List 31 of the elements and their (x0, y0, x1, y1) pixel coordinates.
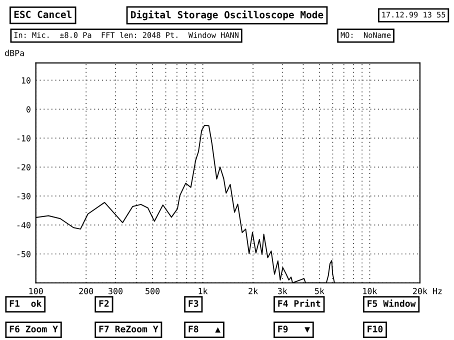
x-tick-label: 10k (363, 288, 378, 294)
x-axis-title: Hz (433, 288, 442, 294)
x-tick-label: 5k (315, 288, 324, 294)
y-tick-label: -50 (17, 250, 30, 258)
y-tick-label: -20 (17, 164, 30, 170)
x-tick-label: 500 (146, 288, 160, 294)
y-tick-label: 10 (22, 77, 30, 84)
text: F1 ok (10, 300, 42, 307)
text: F8 ▲ (188, 326, 221, 333)
y-tick-label: -40 (17, 222, 30, 228)
text: F2 (99, 300, 109, 307)
x-tick-label: 1k (198, 288, 208, 294)
chart-title: Digital Storage Oscilloscope Mode (131, 10, 324, 20)
y-tick-label: 0 (26, 106, 30, 113)
y-tick-label: -10 (17, 135, 30, 142)
text: F4 Print (278, 299, 320, 307)
x-tick-label: 20k (413, 288, 428, 294)
text: F5 Window (368, 299, 416, 307)
text: F9 ▼ (278, 326, 310, 333)
text: F10 (368, 326, 383, 332)
x-tick-label: 3k (278, 288, 288, 294)
y-tick-label: -30 (17, 193, 30, 200)
x-tick-label: 2k (248, 288, 258, 294)
text: ESC Cancel (14, 10, 72, 18)
text: F6 Zoom Y (10, 326, 58, 332)
y-axis-title: dBPa (5, 50, 24, 56)
text: F3 (188, 300, 198, 307)
x-tick-label: 200 (79, 288, 94, 294)
x-tick-label: 100 (29, 288, 43, 294)
text: F7 ReZoom Y (99, 326, 158, 332)
x-tick-label: 300 (108, 288, 122, 294)
